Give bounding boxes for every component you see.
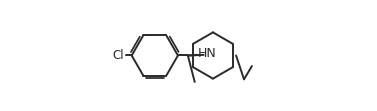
Text: HN: HN — [197, 47, 216, 60]
Text: Cl: Cl — [113, 49, 124, 62]
